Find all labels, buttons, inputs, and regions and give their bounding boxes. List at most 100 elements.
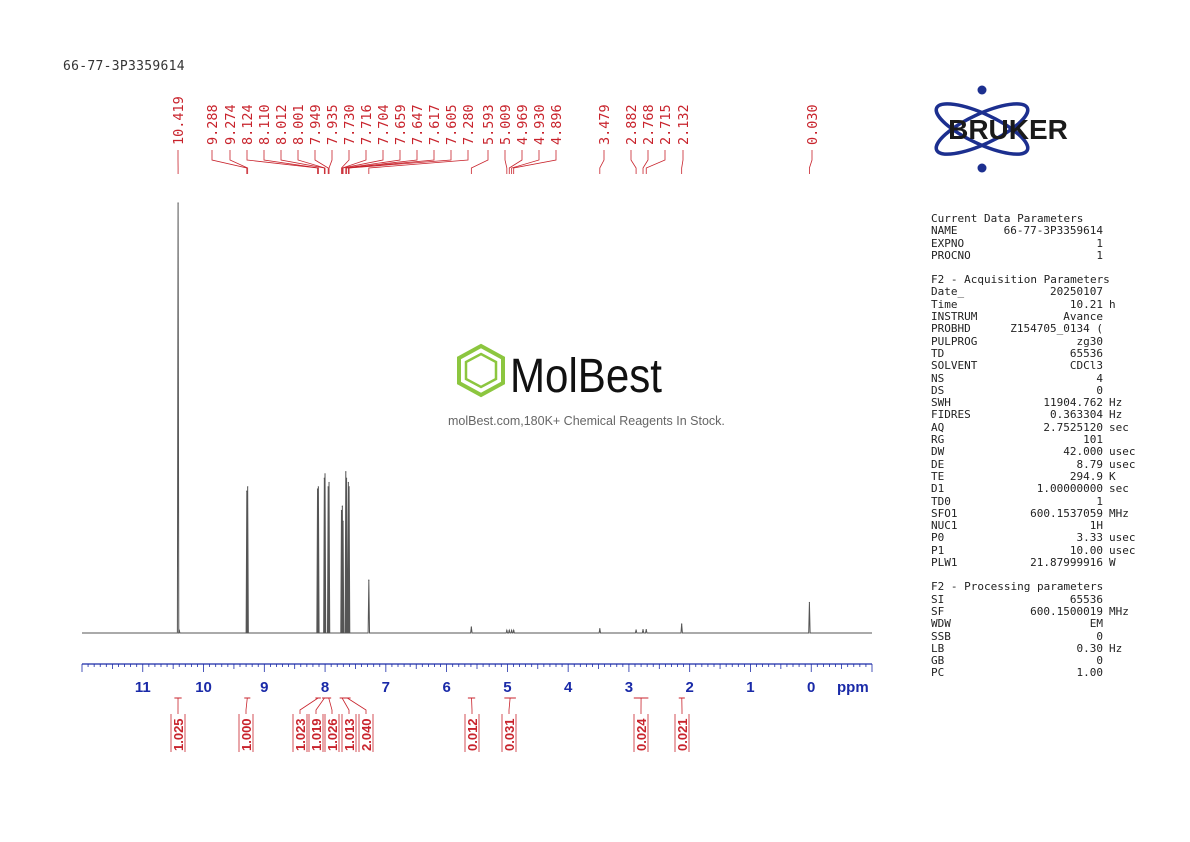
param-row: DW 42.000 usec bbox=[931, 445, 1141, 459]
peak-point bbox=[681, 623, 683, 625]
peak-label-leader bbox=[345, 150, 401, 174]
param-unit: Hz bbox=[1109, 396, 1123, 410]
param-key: FIDRES bbox=[931, 408, 971, 422]
param-row: FIDRES 0.363304 Hz bbox=[931, 408, 1141, 422]
param-unit: usec bbox=[1109, 531, 1136, 545]
param-row: SOLVENT CDCl3 bbox=[931, 359, 1141, 373]
peak-label: 2.132 bbox=[676, 104, 692, 145]
param-key: DW bbox=[931, 445, 945, 459]
peak-label-leader bbox=[229, 150, 249, 174]
param-key: P1 bbox=[931, 543, 945, 557]
param-row: PROBHD Z154705_0134 ( bbox=[931, 322, 1141, 336]
param-row: NAME 66-77-3P3359614 bbox=[931, 224, 1141, 237]
integral-leader bbox=[315, 697, 325, 714]
param-value: 11904.762 bbox=[1043, 396, 1103, 410]
param-unit bbox=[1103, 286, 1109, 298]
param-key: SWH bbox=[931, 396, 951, 410]
param-value: 1 bbox=[1096, 236, 1103, 250]
param-value: 600.1500019 bbox=[1030, 604, 1103, 618]
param-unit: K bbox=[1109, 469, 1116, 483]
param-unit: usec bbox=[1109, 445, 1136, 459]
parameter-panel: Current Data Parameters NAME 66-77-3P33596… bbox=[931, 212, 1141, 692]
param-unit bbox=[1103, 631, 1109, 643]
param-unit bbox=[1103, 348, 1109, 360]
peak-label-leader bbox=[280, 150, 325, 174]
param-row: LB 0.30 Hz bbox=[931, 642, 1141, 655]
param-unit bbox=[1103, 360, 1109, 372]
param-row: NUC1 1H bbox=[931, 519, 1141, 532]
peak-label-leader bbox=[368, 150, 469, 174]
param-unit bbox=[1103, 373, 1109, 385]
peak-label: 7.617 bbox=[427, 104, 443, 145]
param-value: 1 bbox=[1096, 494, 1103, 508]
param-key: GB bbox=[931, 654, 945, 668]
param-row: SFO1 600.1537059 MHz bbox=[931, 507, 1141, 520]
peak-point bbox=[324, 473, 326, 475]
param-key: PROBHD bbox=[931, 322, 971, 336]
param-unit: sec bbox=[1109, 482, 1129, 496]
x-axis-label: ppm bbox=[837, 679, 869, 696]
param-value: 0 bbox=[1096, 654, 1103, 668]
param-row: SF 600.1500019 MHz bbox=[931, 604, 1141, 618]
peak-label-leader bbox=[630, 150, 637, 174]
param-key: NS bbox=[931, 371, 945, 385]
integral-leader bbox=[299, 697, 319, 714]
peak-point bbox=[511, 629, 513, 632]
param-key: AQ bbox=[931, 420, 945, 434]
peak-point bbox=[347, 481, 349, 484]
param-row: DE 8.79 usec bbox=[931, 457, 1141, 471]
param-unit: MHz bbox=[1109, 604, 1129, 618]
peak-point bbox=[246, 490, 248, 492]
peak-label-leader bbox=[809, 150, 813, 174]
param-value: CDCl3 bbox=[1069, 359, 1103, 373]
param-row: SSB 0 bbox=[931, 630, 1141, 643]
param-value: 8.79 bbox=[1076, 457, 1104, 471]
param-key: DS bbox=[931, 383, 945, 397]
peak-point bbox=[642, 628, 644, 631]
param-key: D1 bbox=[931, 482, 945, 496]
peak-label-leader bbox=[297, 150, 326, 174]
param-unit bbox=[1103, 250, 1109, 262]
param-value: Avance bbox=[1063, 310, 1103, 324]
peak-label-leader bbox=[508, 150, 523, 174]
param-unit bbox=[1103, 618, 1109, 630]
integral-leader bbox=[508, 697, 511, 714]
integral-value: 2.040 bbox=[359, 718, 374, 751]
param-value: 10.21 bbox=[1069, 297, 1103, 311]
sample-title: 66-77-3P3359614 bbox=[63, 59, 185, 74]
param-value: 0 bbox=[1096, 383, 1103, 397]
param-row: EXPNO 1 bbox=[931, 236, 1141, 250]
param-unit bbox=[1103, 323, 1109, 335]
peak-label: 7.935 bbox=[325, 104, 341, 145]
param-row: TE 294.9 K bbox=[931, 469, 1141, 483]
param-row: AQ 2.7525120 sec bbox=[931, 420, 1141, 434]
peak-label: 7.716 bbox=[359, 104, 375, 145]
peak-label: 7.949 bbox=[308, 104, 324, 145]
peak-label-leader bbox=[341, 150, 367, 174]
peak-point bbox=[513, 629, 515, 632]
x-tick-label: 5 bbox=[503, 679, 511, 696]
peak-point bbox=[328, 481, 330, 484]
peak-label-leader bbox=[328, 150, 333, 174]
peak-label-leader bbox=[314, 150, 329, 174]
peak-label-leader bbox=[642, 150, 649, 174]
peak-label: 9.288 bbox=[205, 104, 221, 145]
param-section: Current Data Parameters NAME 66-77-3P33596… bbox=[931, 212, 1141, 262]
param-key: PROCNO bbox=[931, 248, 971, 262]
param-row: P1 10.00 usec bbox=[931, 543, 1141, 557]
integral-value: 1.013 bbox=[342, 718, 357, 751]
peak-point bbox=[635, 629, 637, 631]
param-key: Date_ bbox=[931, 285, 965, 299]
param-section-title: Current Data Parameters bbox=[931, 212, 1084, 225]
x-tick-label: 7 bbox=[382, 679, 390, 696]
integral-value: 1.026 bbox=[325, 718, 340, 751]
peak-label: 7.704 bbox=[376, 104, 392, 145]
param-value: 0.363304 bbox=[1050, 408, 1103, 422]
param-key: SI bbox=[931, 592, 945, 606]
param-row: SWH 11904.762 Hz bbox=[931, 396, 1141, 410]
peak-label: 8.124 bbox=[240, 104, 256, 145]
peak-label: 9.274 bbox=[223, 104, 239, 145]
peak-point bbox=[599, 628, 601, 630]
param-row: Time 10.21 h bbox=[931, 297, 1141, 311]
peak-label: 7.605 bbox=[444, 104, 460, 145]
